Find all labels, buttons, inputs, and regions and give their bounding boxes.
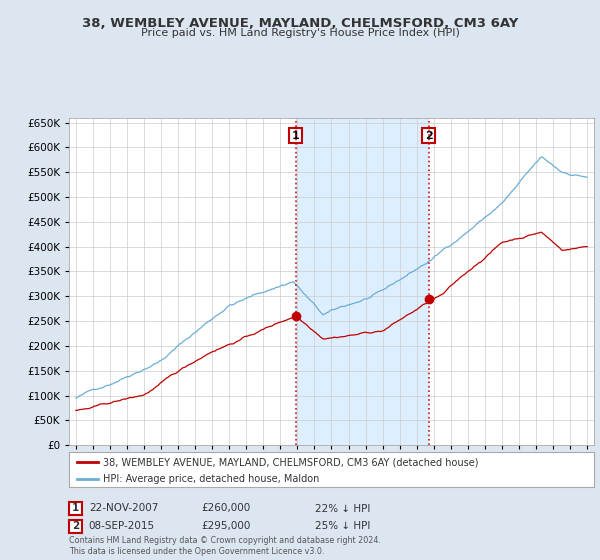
Text: 22% ↓ HPI: 22% ↓ HPI bbox=[315, 503, 370, 514]
Text: 2: 2 bbox=[72, 521, 79, 531]
Text: 38, WEMBLEY AVENUE, MAYLAND, CHELMSFORD, CM3 6AY (detached house): 38, WEMBLEY AVENUE, MAYLAND, CHELMSFORD,… bbox=[103, 457, 479, 467]
Text: 1: 1 bbox=[72, 503, 79, 514]
Bar bbox=[296, 118, 428, 445]
Text: 1: 1 bbox=[292, 130, 299, 141]
Text: 38, WEMBLEY AVENUE, MAYLAND, CHELMSFORD, CM3 6AY: 38, WEMBLEY AVENUE, MAYLAND, CHELMSFORD,… bbox=[82, 17, 518, 30]
Text: HPI: Average price, detached house, Maldon: HPI: Average price, detached house, Mald… bbox=[103, 474, 320, 483]
Text: £295,000: £295,000 bbox=[201, 521, 250, 531]
Text: Price paid vs. HM Land Registry's House Price Index (HPI): Price paid vs. HM Land Registry's House … bbox=[140, 28, 460, 38]
Text: Contains HM Land Registry data © Crown copyright and database right 2024.
This d: Contains HM Land Registry data © Crown c… bbox=[69, 536, 381, 556]
Text: 25% ↓ HPI: 25% ↓ HPI bbox=[315, 521, 370, 531]
Text: 2: 2 bbox=[425, 130, 433, 141]
Text: 22-NOV-2007: 22-NOV-2007 bbox=[89, 503, 158, 514]
Text: £260,000: £260,000 bbox=[201, 503, 250, 514]
Text: 08-SEP-2015: 08-SEP-2015 bbox=[89, 521, 155, 531]
